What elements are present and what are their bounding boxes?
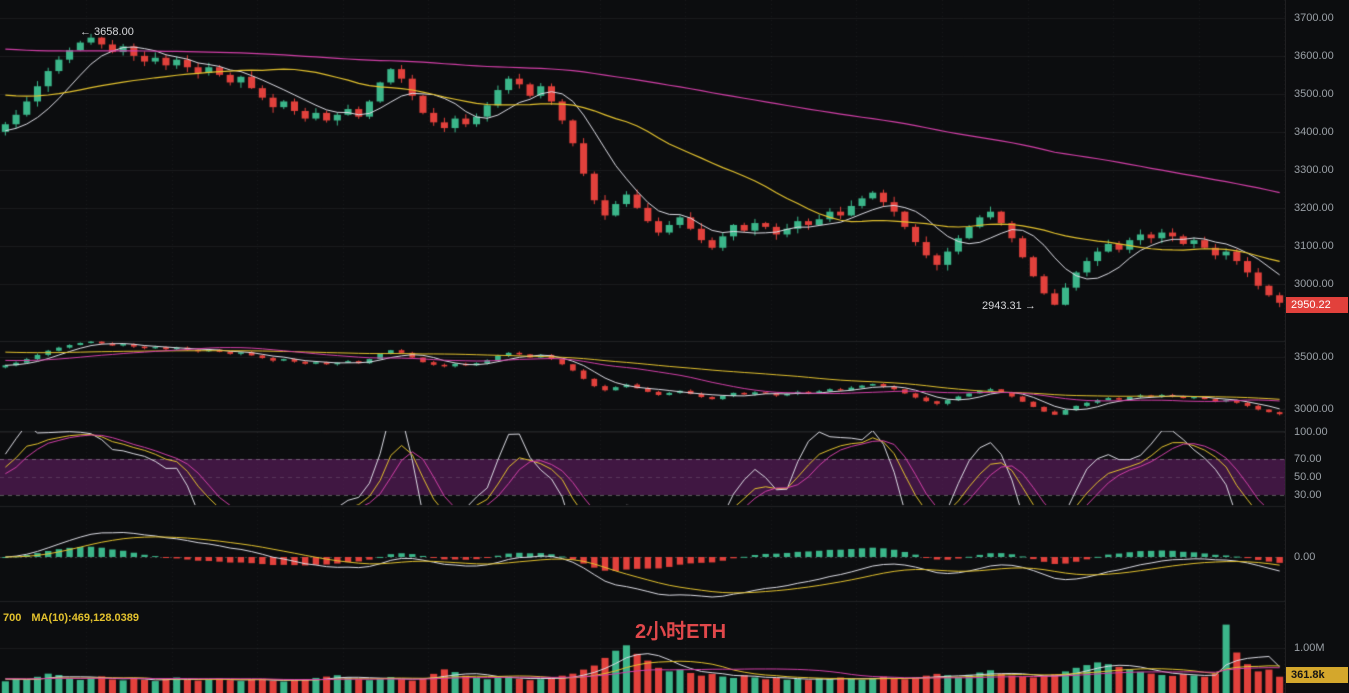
axis-tick: 3000.00 [1294, 403, 1334, 415]
axis-tick: 70.00 [1294, 453, 1322, 465]
volume-ma-prefix: 700 [3, 612, 22, 624]
axis-tick: 0.00 [1294, 551, 1316, 563]
axis-tick: 100.00 [1294, 426, 1328, 438]
volume-ma10-value: MA(10):469,128.0389 [31, 612, 139, 624]
axis-tick: 3600.00 [1294, 50, 1334, 62]
last-volume-badge: 361.8k [1286, 667, 1348, 683]
axis-tick: 30.00 [1294, 489, 1322, 501]
axis-tick: 3100.00 [1294, 240, 1334, 252]
axis-tick: 3500.00 [1294, 351, 1334, 363]
axis-tick: 3700.00 [1294, 12, 1334, 24]
high-price-annotation: ← 3658.00 [80, 26, 134, 38]
axis-tick: 3200.00 [1294, 202, 1334, 214]
low-price-annotation: 2943.31 → [982, 300, 1036, 312]
axis-tick: 3000.00 [1294, 278, 1334, 290]
axis-tick: 3300.00 [1294, 164, 1334, 176]
price-axis[interactable]: 3700.00 3600.00 3500.00 3400.00 3300.00 … [1285, 0, 1349, 693]
last-price-badge: 2950.22 [1286, 297, 1348, 313]
axis-tick: 1.00M [1294, 642, 1325, 654]
axis-tick: 50.00 [1294, 471, 1322, 483]
chart-canvas[interactable] [0, 0, 1285, 693]
timeframe-watermark: 2小时ETH [635, 621, 727, 643]
volume-ma-label: 700 MA(10):469,128.0389 [3, 612, 139, 624]
axis-tick: 3500.00 [1294, 88, 1334, 100]
axis-tick: 3400.00 [1294, 126, 1334, 138]
